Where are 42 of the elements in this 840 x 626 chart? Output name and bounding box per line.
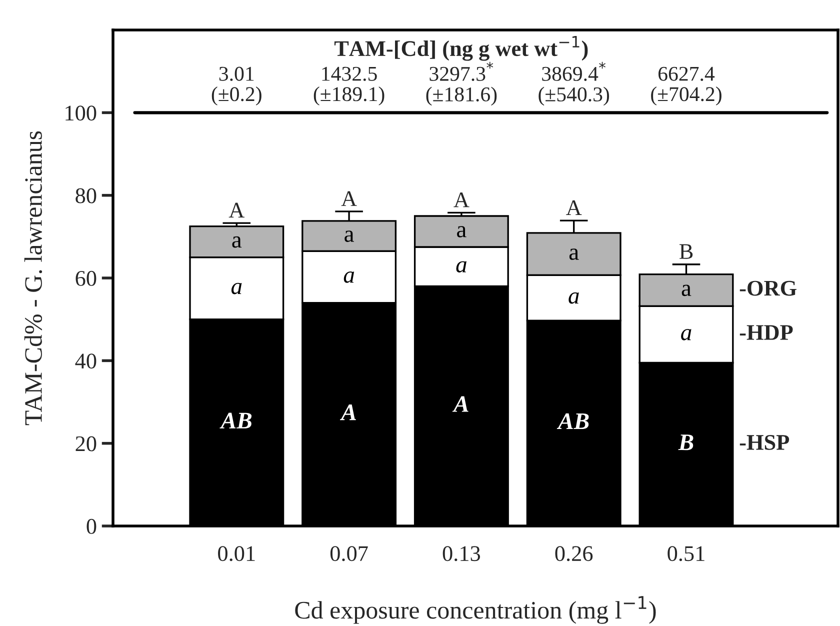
- series-label: -HSP: [740, 434, 790, 450]
- data-label: a: [681, 328, 692, 340]
- y-axis-title: TAM-Cd% - G. lawrencianus: [24, 131, 42, 426]
- y-tick-label: 80: [76, 188, 96, 204]
- data-label: B: [678, 434, 694, 450]
- data-label: a: [682, 284, 692, 296]
- data-label: A: [340, 404, 356, 420]
- data-label: a: [232, 236, 242, 248]
- data-label: a: [231, 282, 242, 294]
- data-label: a: [456, 261, 466, 273]
- annotation: A: [341, 191, 357, 206]
- data-label: a: [344, 230, 354, 242]
- text: 3869.4$^{*}$ (±540.3): [538, 62, 610, 106]
- annotation: 1432.5 (±189.1): [314, 66, 384, 106]
- annotation: A: [454, 192, 470, 208]
- data-label: a: [457, 226, 466, 238]
- annotation: B: [679, 244, 693, 259]
- data-label: AB: [220, 412, 252, 428]
- y-tick-label: 60: [76, 270, 96, 286]
- y-tick-label: 0: [86, 518, 96, 534]
- data-label: AB: [556, 413, 589, 430]
- x-tick-label: 0.01: [218, 546, 255, 562]
- text: 3297.3$^{*}$ (±181.6): [426, 62, 497, 106]
- x-axis-title: Cd exposure concentration (mg l$^{−1}$): [295, 596, 656, 624]
- y-tick-label: 40: [75, 354, 96, 369]
- x-tick-label: 0.13: [442, 546, 480, 562]
- series-label: -ORG: [740, 280, 796, 296]
- annotation: TAM-[Cd] (ng g wet wt$^{−1}$): [334, 36, 588, 61]
- annotation: A: [566, 200, 582, 215]
- annotation: 3.01 (±0.2): [212, 66, 262, 106]
- annotation: A: [228, 202, 245, 218]
- data-label: a: [344, 272, 354, 283]
- data-label: a: [568, 292, 579, 304]
- annotation: 6627.4 (±704.2): [651, 66, 722, 106]
- x-tick-label: 0.26: [555, 546, 593, 562]
- x-tick-label: 0.07: [330, 546, 368, 562]
- data-label: a: [569, 248, 579, 260]
- y-tick-label: 20: [76, 436, 96, 452]
- x-tick-label: 0.51: [668, 546, 704, 562]
- series-label: -HDP: [740, 325, 793, 340]
- data-label: A: [452, 396, 468, 412]
- y-tick-label: 100: [66, 106, 96, 121]
